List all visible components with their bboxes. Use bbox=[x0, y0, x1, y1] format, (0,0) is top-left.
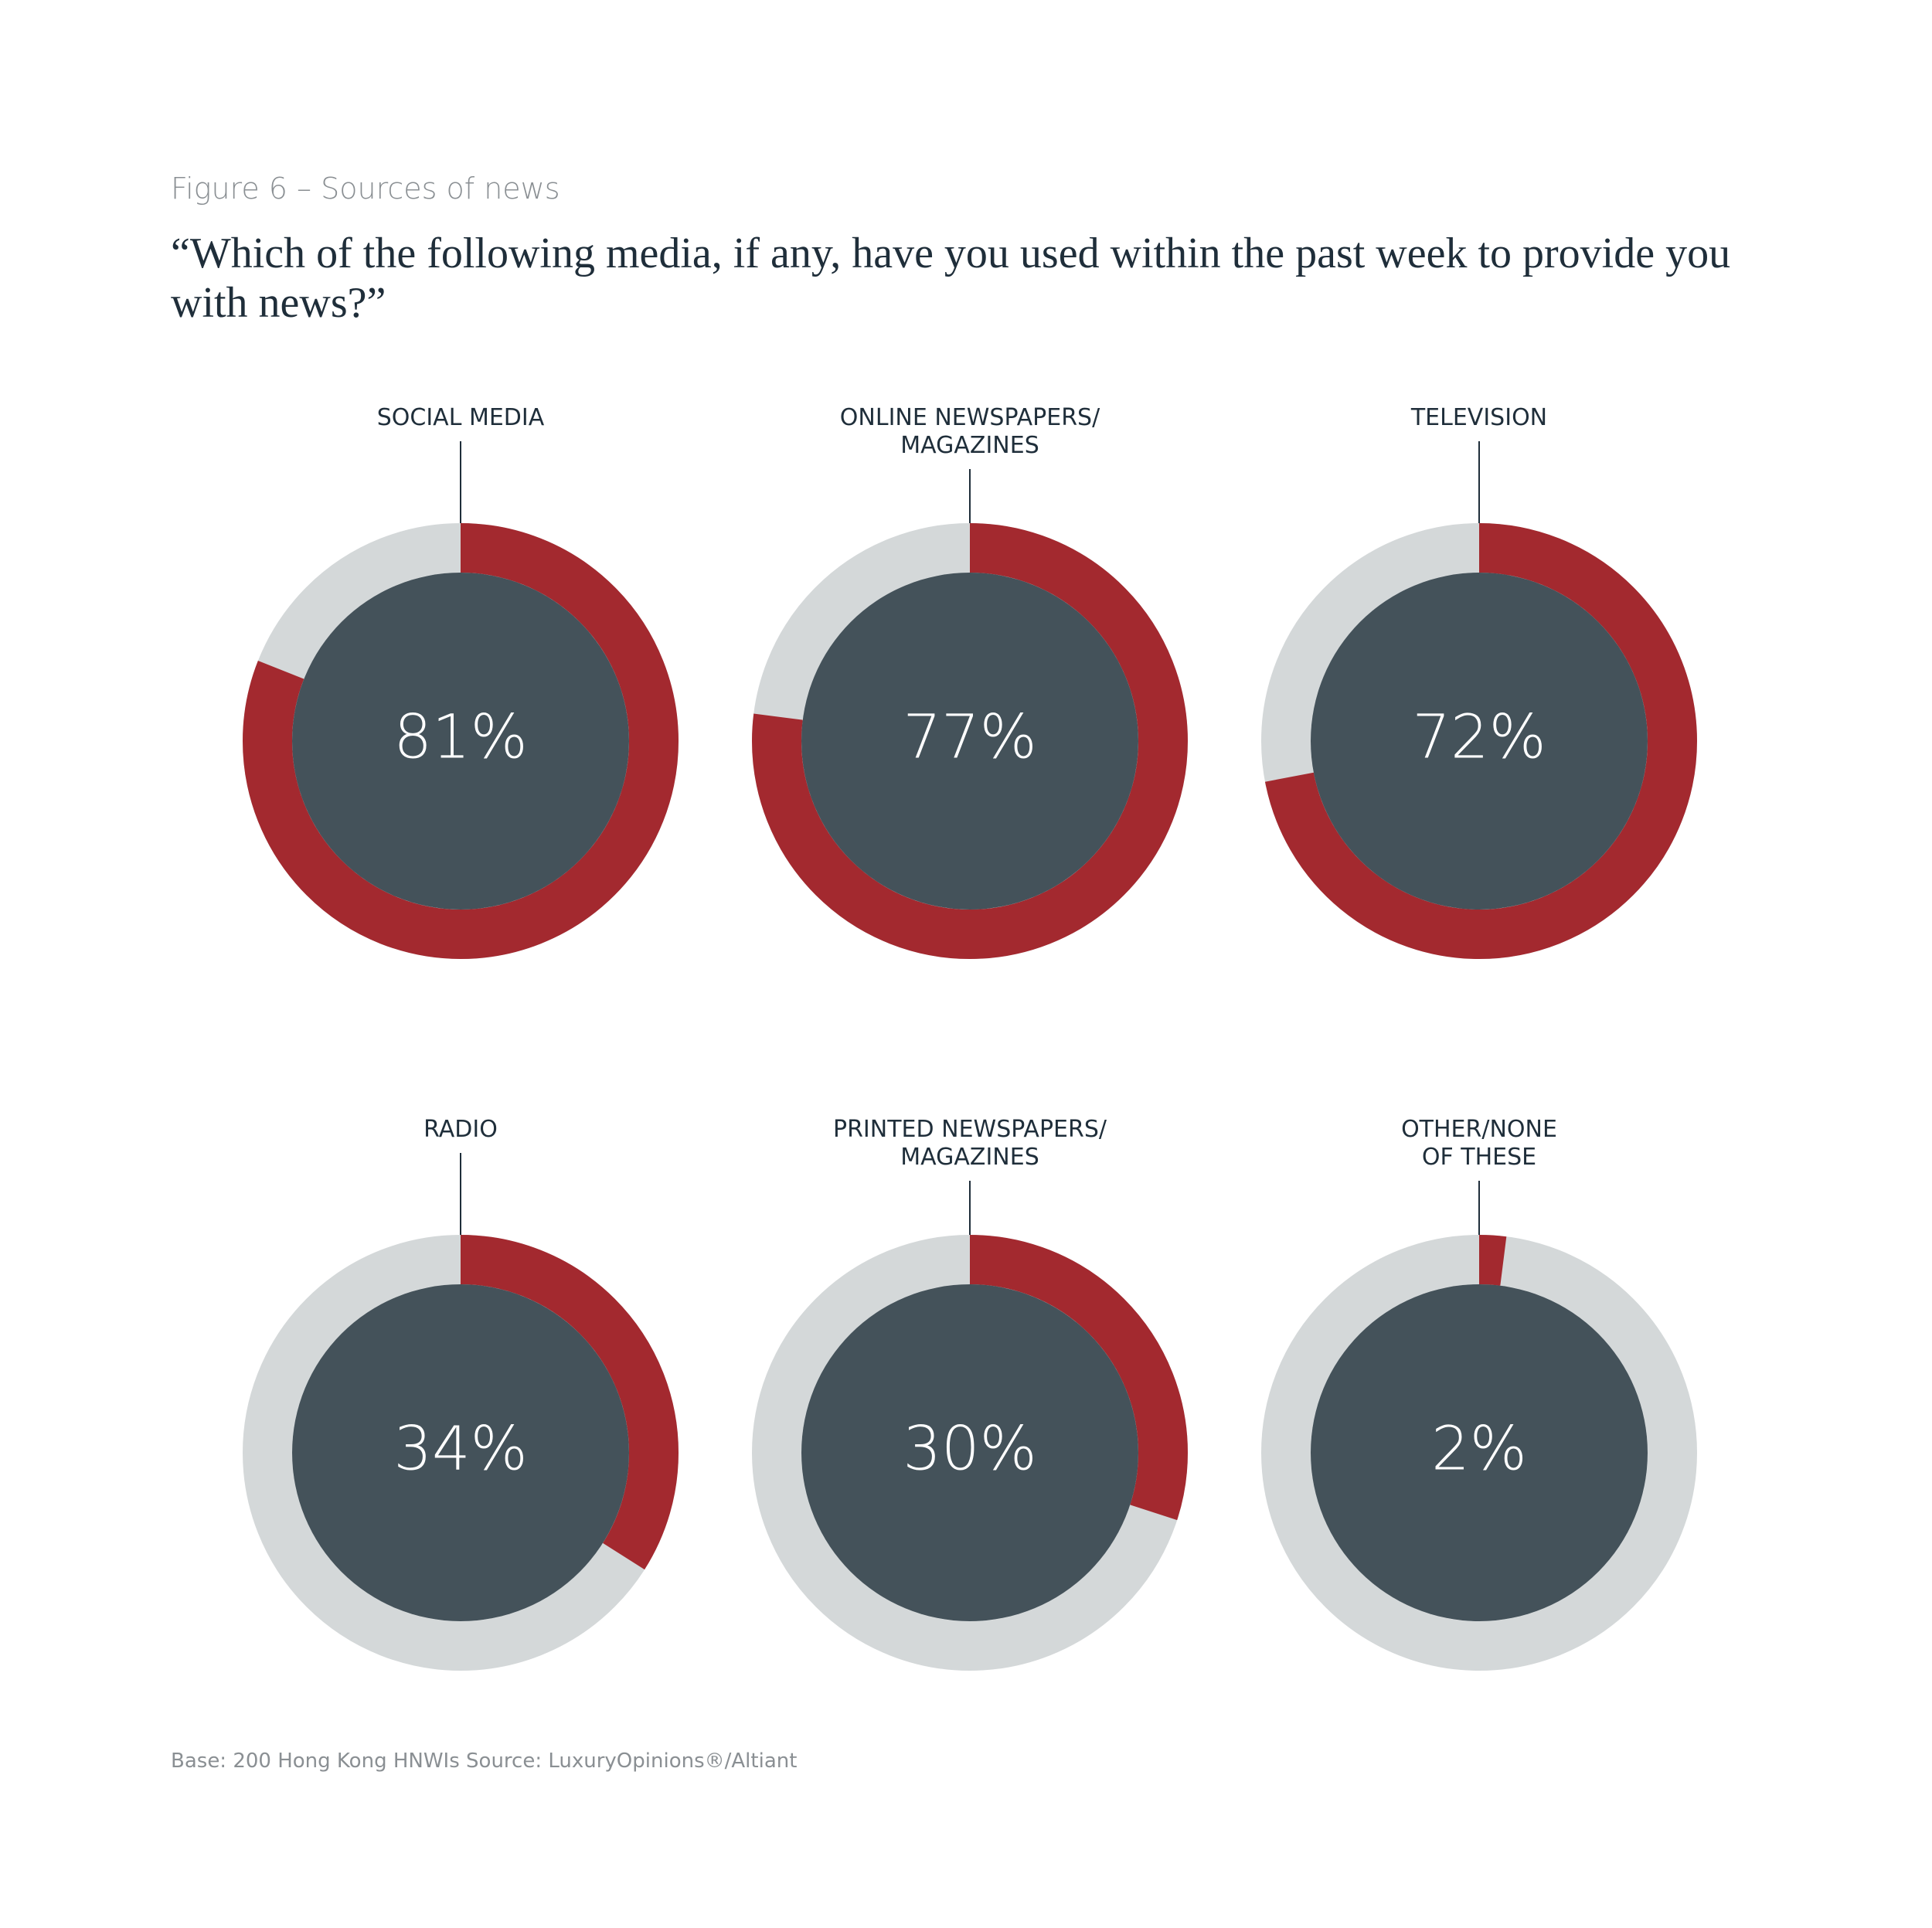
value-label: 30% bbox=[903, 1415, 1036, 1484]
donut-segment bbox=[752, 523, 1188, 959]
value-label: 77% bbox=[903, 703, 1036, 773]
question: “Which of the following media, if any, h… bbox=[171, 230, 1731, 327]
donut-center bbox=[1311, 1284, 1648, 1621]
category-label: RADIO bbox=[423, 1116, 498, 1143]
value-label: 81% bbox=[393, 703, 527, 773]
category-label: OTHER/NONE OF THESE bbox=[1401, 1116, 1557, 1171]
donut-segment bbox=[1261, 523, 1697, 959]
donut-segment bbox=[243, 1235, 679, 1671]
value-label: 72% bbox=[1412, 703, 1546, 773]
source-note: Base: 200 Hong Kong HNWIs Source: Luxury… bbox=[171, 1749, 798, 1773]
donut-center bbox=[292, 573, 629, 910]
category-label: PRINTED NEWSPAPERS/ MAGAZINES bbox=[833, 1116, 1107, 1171]
donut-center bbox=[1311, 573, 1648, 910]
figure-title: Figure 6 – Sources of news bbox=[171, 172, 560, 206]
donut-center bbox=[292, 1284, 629, 1621]
value-label: 2% bbox=[1431, 1415, 1527, 1484]
value-label: 34% bbox=[393, 1415, 527, 1484]
donut-center bbox=[801, 573, 1138, 910]
donut-segment bbox=[243, 523, 679, 959]
category-label: TELEVISION bbox=[1410, 404, 1548, 431]
donut-center bbox=[801, 1284, 1138, 1621]
donut-segment bbox=[752, 1235, 1188, 1671]
category-label: SOCIAL MEDIA bbox=[376, 404, 545, 431]
donut-segment bbox=[1261, 1235, 1697, 1671]
category-label: ONLINE NEWSPAPERS/ MAGAZINES bbox=[839, 404, 1100, 459]
